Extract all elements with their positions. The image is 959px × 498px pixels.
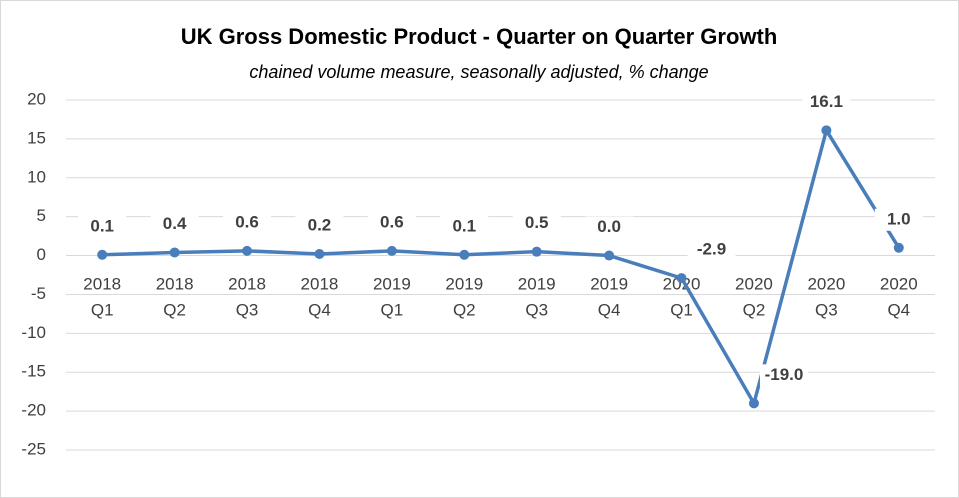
y-tick-label: 0 <box>37 245 46 264</box>
data-point <box>386 245 397 256</box>
data-label: 0.2 <box>308 215 332 234</box>
x-tick-label: 2019 <box>445 274 483 293</box>
y-tick-label: -25 <box>21 439 46 458</box>
data-label-bg <box>367 211 416 234</box>
data-point <box>459 249 470 260</box>
x-tick-label: Q4 <box>887 300 910 319</box>
data-label: 16.1 <box>810 92 843 111</box>
data-label: 0.0 <box>597 217 621 236</box>
x-tick-label: Q2 <box>163 300 186 319</box>
data-label: -2.9 <box>697 240 726 259</box>
x-tick-label: Q3 <box>236 300 259 319</box>
data-label: 0.6 <box>235 212 259 231</box>
data-point <box>242 245 253 256</box>
data-label: 0.1 <box>452 216 476 235</box>
chart-title: UK Gross Domestic Product - Quarter on Q… <box>181 24 778 49</box>
x-tick-label: 2018 <box>228 274 266 293</box>
data-point <box>169 247 180 258</box>
x-tick-label: 2020 <box>663 274 701 293</box>
data-label: 0.5 <box>525 213 549 232</box>
grid <box>66 99 935 451</box>
data-label-bg <box>759 364 808 387</box>
data-point <box>604 250 615 261</box>
data-point <box>821 125 832 136</box>
y-tick-label: -20 <box>21 401 46 420</box>
y-tick-label: 5 <box>37 206 46 225</box>
data-label-bg <box>223 211 272 234</box>
x-tick-label: 2019 <box>373 274 411 293</box>
x-tick-label: Q1 <box>91 300 114 319</box>
data-label-bg <box>874 208 923 231</box>
x-tick-label: Q3 <box>525 300 548 319</box>
x-tick-label: Q2 <box>743 300 766 319</box>
y-tick-label: -15 <box>21 362 46 381</box>
x-tick-label: 2019 <box>518 274 556 293</box>
data-label-bg <box>440 215 489 238</box>
data-label-bg <box>687 239 736 262</box>
y-tick-label: 15 <box>27 128 46 147</box>
data-point <box>531 246 542 257</box>
data-line <box>102 128 901 406</box>
x-tick-label: Q1 <box>670 300 693 319</box>
data-point <box>97 249 108 260</box>
x-tick-label: 2020 <box>880 274 918 293</box>
y-tick-label: 20 <box>27 89 46 108</box>
data-label-bg <box>585 216 634 239</box>
y-tick-label: 10 <box>27 167 46 186</box>
data-label: -19.0 <box>765 365 804 384</box>
x-tick-label: Q1 <box>381 300 404 319</box>
chart-subtitle: chained volume measure, seasonally adjus… <box>249 62 708 82</box>
data-point <box>748 398 759 409</box>
data-label-bg <box>295 215 344 237</box>
x-tick-label: 2019 <box>590 274 628 293</box>
y-tick-label: -10 <box>21 323 46 342</box>
data-label-bg <box>150 213 199 236</box>
x-tick-label: 2018 <box>83 274 121 293</box>
y-tick-label: -5 <box>31 284 46 303</box>
x-tick-label: Q4 <box>598 300 621 319</box>
data-point <box>676 273 687 284</box>
data-label-bg <box>512 212 561 235</box>
x-tick-label: 2020 <box>735 274 773 293</box>
data-label-bg <box>802 91 851 114</box>
x-tick-label: 2018 <box>156 274 194 293</box>
x-tick-label: Q4 <box>308 300 331 319</box>
x-tick-label: 2020 <box>807 274 845 293</box>
data-label-bg <box>78 215 127 238</box>
data-label: 1.0 <box>887 209 911 228</box>
x-tick-label: 2018 <box>301 274 339 293</box>
x-tick-label: Q3 <box>815 300 838 319</box>
data-point <box>314 249 325 259</box>
data-point <box>893 242 904 253</box>
x-tick-label: Q2 <box>453 300 476 319</box>
data-label: 0.1 <box>90 216 114 235</box>
data-label: 0.4 <box>163 214 187 233</box>
data-label: 0.6 <box>380 212 404 231</box>
